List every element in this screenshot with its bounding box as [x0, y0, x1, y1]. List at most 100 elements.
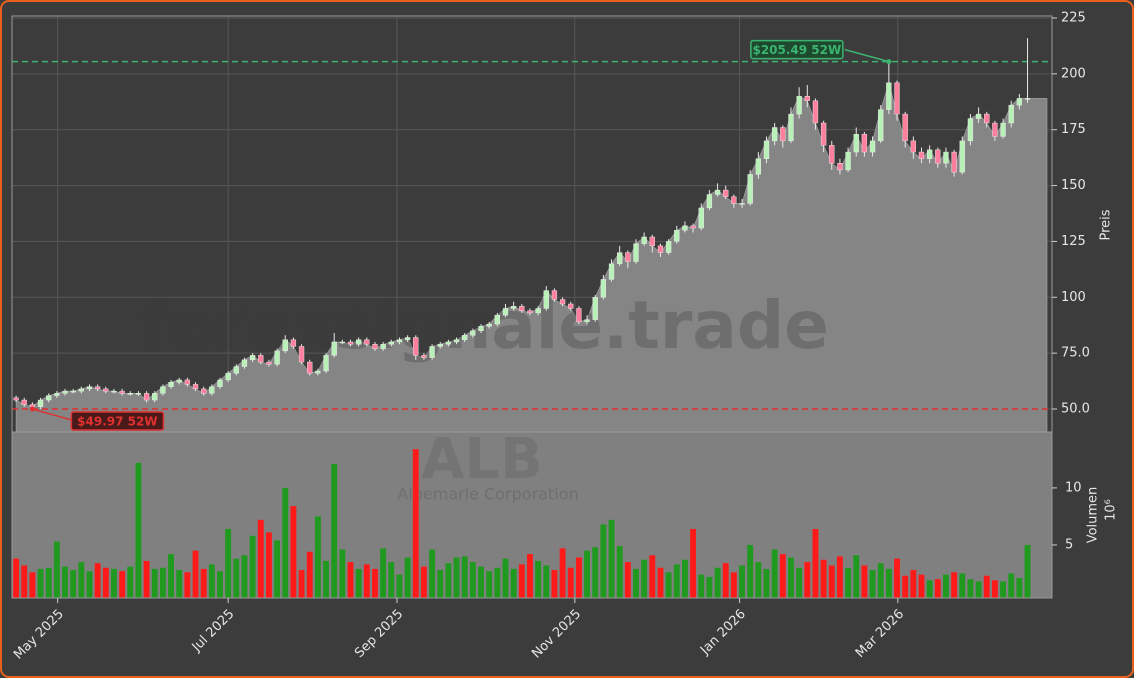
- volume-bar: [502, 558, 509, 598]
- candle-body: [233, 366, 239, 374]
- candle-body: [959, 140, 965, 173]
- candle-body: [975, 113, 982, 119]
- volume-bar: [274, 540, 281, 598]
- candle-body: [918, 151, 925, 159]
- volume-bar: [13, 558, 20, 598]
- candle-body: [339, 341, 346, 344]
- volume-bar: [845, 567, 852, 598]
- candle-body: [86, 386, 93, 390]
- candle-body: [788, 113, 794, 142]
- volume-bar: [943, 574, 949, 598]
- candle-body: [70, 390, 76, 393]
- volume-bar: [559, 548, 566, 598]
- volume-bar: [991, 580, 998, 598]
- candle-body: [608, 263, 615, 280]
- volume-bar: [412, 449, 419, 598]
- candle-body: [967, 118, 974, 142]
- candle-body: [372, 343, 378, 349]
- candle-body: [568, 303, 574, 309]
- volume-bar: [779, 554, 786, 598]
- candle-body: [723, 189, 729, 197]
- candle-body: [111, 390, 117, 393]
- candle-body: [886, 82, 892, 110]
- volume-bar: [510, 568, 517, 598]
- volume-bar: [877, 563, 884, 598]
- y-tick-label: 125: [1061, 234, 1086, 249]
- volume-bar: [820, 559, 827, 598]
- volume-bar: [168, 554, 174, 598]
- candle-body: [437, 343, 443, 347]
- volume-bar: [1000, 581, 1006, 598]
- volume-bar: [404, 557, 411, 598]
- annotation-arrow: [844, 48, 890, 63]
- candle-body: [486, 323, 492, 327]
- candle-body: [135, 393, 142, 395]
- volume-bar: [567, 567, 574, 598]
- volume-bar: [347, 562, 354, 598]
- annotation-box: [750, 39, 844, 60]
- candle-body: [413, 337, 419, 356]
- candle-body: [29, 404, 36, 407]
- candle-body: [152, 393, 158, 401]
- candle-body: [633, 243, 639, 262]
- candle-body: [535, 308, 541, 314]
- volume-bar: [282, 487, 289, 598]
- volume-bar: [380, 548, 387, 598]
- volume-bar: [290, 506, 297, 598]
- y-tick-label: 175: [1061, 122, 1086, 137]
- candle-body: [453, 339, 460, 343]
- candle-body: [1008, 104, 1014, 124]
- volume-bar: [45, 567, 52, 598]
- volume-bar: [478, 566, 484, 598]
- candle-body: [478, 326, 484, 331]
- volume-bar: [853, 555, 860, 598]
- volume-bar: [624, 562, 631, 598]
- candle-body: [192, 384, 199, 390]
- volume-bar: [429, 549, 436, 598]
- volume-bar: [575, 557, 582, 598]
- volume-bar: [518, 564, 525, 598]
- candle-body: [894, 82, 900, 115]
- volume-bar: [665, 572, 672, 598]
- volume-bar: [926, 580, 933, 598]
- y-tick-label: 225: [1061, 11, 1086, 26]
- candle-body: [445, 341, 452, 345]
- volume-bar: [1016, 578, 1023, 598]
- candle-body: [502, 308, 509, 316]
- volume-bar: [535, 560, 542, 598]
- volume-bar: [159, 567, 166, 598]
- candle-body: [943, 151, 949, 164]
- candle-body: [37, 399, 44, 407]
- volume-bar: [143, 560, 150, 598]
- annotation-arrow-head: [29, 406, 35, 412]
- candle-body: [772, 127, 778, 142]
- volume-bar: [894, 558, 900, 598]
- candle-body: [1000, 122, 1006, 137]
- volume-bar: [151, 568, 158, 598]
- candle-body: [241, 359, 248, 367]
- candle-body: [176, 379, 182, 383]
- volume-bar: [396, 574, 403, 598]
- volume-bar: [975, 581, 982, 598]
- volume-bar: [94, 563, 101, 598]
- volume-bar: [812, 528, 819, 598]
- volume-bar: [331, 463, 338, 598]
- volume-bar: [755, 562, 762, 598]
- volume-bar: [796, 567, 803, 598]
- volume-bar: [135, 462, 142, 598]
- volume-bar: [747, 544, 754, 598]
- volume-bar: [266, 532, 272, 598]
- candle-body: [356, 339, 362, 345]
- volume-bar: [730, 572, 737, 598]
- volume-bar: [584, 550, 590, 598]
- candle-body: [739, 203, 745, 205]
- candle-body: [266, 361, 272, 365]
- volume-bar: [771, 549, 778, 598]
- candle-body: [992, 122, 998, 137]
- annotation-arrow-head: [886, 59, 892, 65]
- annotation-label: $49.97 52W: [77, 415, 157, 429]
- candle-body: [714, 189, 721, 195]
- candle-body: [1024, 98, 1031, 100]
- candle-body: [780, 127, 786, 142]
